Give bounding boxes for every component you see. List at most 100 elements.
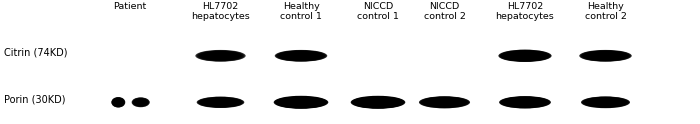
Ellipse shape <box>582 51 629 61</box>
Ellipse shape <box>279 97 323 107</box>
Ellipse shape <box>583 51 628 61</box>
Ellipse shape <box>134 98 148 106</box>
Ellipse shape <box>419 96 470 108</box>
Ellipse shape <box>365 100 391 105</box>
Ellipse shape <box>512 100 538 105</box>
Ellipse shape <box>501 50 549 61</box>
Ellipse shape <box>114 99 122 105</box>
Ellipse shape <box>134 99 147 106</box>
Ellipse shape <box>511 53 539 59</box>
Ellipse shape <box>276 50 326 61</box>
Ellipse shape <box>585 51 626 60</box>
Ellipse shape <box>510 54 540 58</box>
Ellipse shape <box>202 98 239 107</box>
Ellipse shape <box>592 100 619 105</box>
Ellipse shape <box>505 52 545 60</box>
Ellipse shape <box>588 98 623 106</box>
Text: Patient: Patient <box>113 2 146 11</box>
Ellipse shape <box>112 97 125 107</box>
Ellipse shape <box>283 52 319 60</box>
Ellipse shape <box>511 99 539 105</box>
Ellipse shape <box>280 97 322 107</box>
Ellipse shape <box>580 50 631 61</box>
Ellipse shape <box>112 98 125 107</box>
Ellipse shape <box>197 97 244 108</box>
Ellipse shape <box>583 97 628 108</box>
Ellipse shape <box>206 53 235 59</box>
Ellipse shape <box>499 50 551 62</box>
Ellipse shape <box>584 97 626 107</box>
Ellipse shape <box>432 100 457 105</box>
Ellipse shape <box>508 99 542 106</box>
Ellipse shape <box>584 51 626 60</box>
Ellipse shape <box>360 98 395 106</box>
Ellipse shape <box>278 51 324 61</box>
Ellipse shape <box>206 54 235 58</box>
Ellipse shape <box>286 53 316 59</box>
Ellipse shape <box>510 99 540 106</box>
Text: Healthy
control 1: Healthy control 1 <box>280 2 322 21</box>
Ellipse shape <box>499 96 551 108</box>
Ellipse shape <box>207 100 234 104</box>
Ellipse shape <box>428 99 461 106</box>
Ellipse shape <box>113 99 123 105</box>
Ellipse shape <box>508 52 542 60</box>
Text: HL7702
hepatocytes: HL7702 hepatocytes <box>496 2 554 21</box>
Text: HL7702
hepatocytes: HL7702 hepatocytes <box>191 2 250 21</box>
Ellipse shape <box>287 53 315 59</box>
Ellipse shape <box>351 96 405 109</box>
Ellipse shape <box>354 97 402 108</box>
Ellipse shape <box>132 97 150 107</box>
Ellipse shape <box>420 96 469 108</box>
Ellipse shape <box>581 96 630 108</box>
Ellipse shape <box>503 97 547 107</box>
Ellipse shape <box>581 50 630 61</box>
Ellipse shape <box>506 98 544 107</box>
Ellipse shape <box>111 97 125 108</box>
Ellipse shape <box>200 98 241 107</box>
Ellipse shape <box>195 50 246 62</box>
Ellipse shape <box>500 50 550 62</box>
Ellipse shape <box>114 100 122 105</box>
Ellipse shape <box>498 50 552 62</box>
Ellipse shape <box>584 97 627 107</box>
Text: NICCD
control 1: NICCD control 1 <box>357 2 399 21</box>
Ellipse shape <box>587 52 624 60</box>
Ellipse shape <box>281 98 321 107</box>
Ellipse shape <box>113 98 124 106</box>
Ellipse shape <box>113 98 124 106</box>
Ellipse shape <box>201 51 240 60</box>
Ellipse shape <box>356 97 400 107</box>
Ellipse shape <box>136 100 146 105</box>
Ellipse shape <box>209 100 232 105</box>
Ellipse shape <box>200 51 241 60</box>
Ellipse shape <box>132 98 149 107</box>
Ellipse shape <box>501 97 549 108</box>
Ellipse shape <box>276 96 326 108</box>
Text: Healthy
control 2: Healthy control 2 <box>584 2 626 21</box>
Ellipse shape <box>504 97 546 107</box>
Ellipse shape <box>511 100 539 104</box>
Ellipse shape <box>591 53 620 59</box>
Ellipse shape <box>359 98 397 107</box>
Ellipse shape <box>288 100 314 105</box>
Ellipse shape <box>505 98 545 107</box>
Ellipse shape <box>589 98 622 106</box>
Ellipse shape <box>199 51 241 61</box>
Ellipse shape <box>115 100 122 105</box>
Ellipse shape <box>136 101 146 104</box>
Ellipse shape <box>361 99 395 106</box>
Ellipse shape <box>274 50 328 62</box>
Ellipse shape <box>587 52 624 60</box>
Text: NICCD
control 2: NICCD control 2 <box>424 2 466 21</box>
Ellipse shape <box>589 53 622 59</box>
Ellipse shape <box>505 51 545 60</box>
Ellipse shape <box>285 53 317 59</box>
Ellipse shape <box>363 100 393 105</box>
Ellipse shape <box>592 99 620 105</box>
Ellipse shape <box>198 51 243 61</box>
Ellipse shape <box>357 97 399 107</box>
Ellipse shape <box>358 98 398 107</box>
Ellipse shape <box>363 99 393 105</box>
Ellipse shape <box>199 97 242 108</box>
